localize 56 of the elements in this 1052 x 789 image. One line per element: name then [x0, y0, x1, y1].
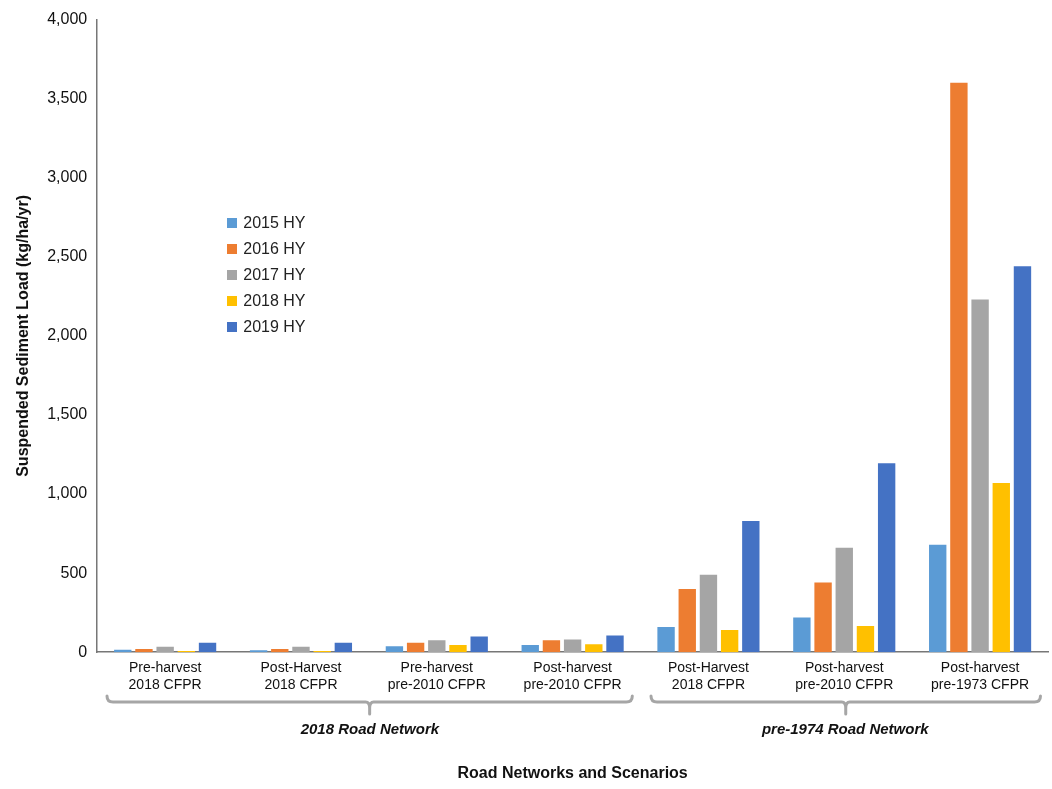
bar [971, 299, 989, 653]
bar [856, 626, 875, 653]
bar [449, 645, 467, 653]
text: pre-1974 Road Network [761, 720, 929, 738]
bar [950, 82, 968, 653]
bar [814, 582, 832, 653]
legend-label: 2015 HY [243, 213, 306, 232]
bar [135, 649, 153, 653]
y-tick-label: 0 [78, 642, 88, 660]
text: 2018 Road Network [300, 720, 440, 738]
bar [156, 646, 174, 653]
bar [585, 644, 603, 653]
bar [606, 635, 624, 653]
y-tick-label: 3,500 [47, 89, 88, 107]
bar [992, 482, 1010, 653]
x-tick-label: Pre-harvest 2018 CFPR [128, 659, 202, 693]
x-tick-label: Pre-harvest pre-2010 CFPR [387, 659, 486, 693]
bar [678, 588, 696, 653]
y-tick-label: 3,000 [47, 168, 88, 186]
legend-label: 2019 HY [243, 317, 306, 336]
bar [742, 520, 760, 653]
x-tick-label: Post-harvest pre-2010 CFPR [795, 659, 894, 693]
bar [334, 642, 353, 653]
x-tick-label: Post-harvest pre-1973 CFPR [931, 659, 1030, 693]
y-tick-label: 2,500 [47, 247, 88, 265]
bar [720, 630, 739, 653]
y-tick-label: 1,500 [47, 405, 88, 423]
legend-label: 2018 HY [243, 291, 306, 310]
legend-label: 2017 HY [243, 265, 306, 284]
bar [198, 642, 217, 653]
bar [793, 617, 811, 653]
legend-label: 2016 HY [243, 239, 306, 258]
bar [699, 574, 718, 653]
bar [835, 547, 853, 653]
x-tick-label: Post-Harvest 2018 CFPR [260, 659, 342, 693]
bar [271, 649, 289, 653]
x-axis-title: Road Networks and Scenarios [457, 763, 688, 781]
y-tick-label: 1,000 [47, 484, 88, 502]
x-tick-label: Post-harvest pre-2010 CFPR [523, 659, 622, 693]
bar [428, 640, 446, 653]
bar [406, 642, 425, 653]
y-tick-label: 4,000 [47, 10, 88, 28]
bar [292, 646, 310, 653]
y-tick-label: 2,000 [47, 326, 88, 344]
y-axis-title: Suspended Sediment Load (kg/ha/yr) [14, 194, 32, 477]
bar [385, 646, 404, 653]
bar [929, 544, 947, 653]
bar [877, 463, 896, 653]
bar [542, 640, 561, 653]
bar [563, 639, 582, 653]
bar [1013, 266, 1032, 653]
x-tick-label: Post-Harvest 2018 CFPR [667, 659, 749, 693]
bar [470, 636, 488, 653]
bar [521, 645, 539, 653]
y-tick-label: 500 [60, 563, 88, 581]
bar [657, 626, 675, 653]
